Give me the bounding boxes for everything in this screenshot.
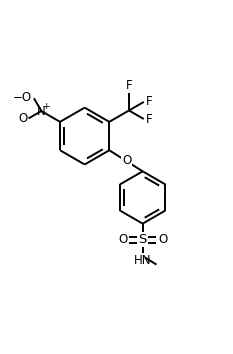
Text: HN: HN [134, 254, 151, 267]
Text: S: S [138, 233, 147, 246]
Text: F: F [126, 79, 132, 92]
Text: O: O [158, 233, 167, 246]
Text: O: O [122, 154, 131, 167]
Text: F: F [146, 96, 152, 108]
Text: O: O [118, 233, 127, 246]
Text: N: N [37, 104, 46, 118]
Text: F: F [146, 113, 152, 126]
Text: −O: −O [13, 91, 32, 104]
Text: O: O [18, 112, 27, 125]
Text: +: + [42, 102, 49, 112]
